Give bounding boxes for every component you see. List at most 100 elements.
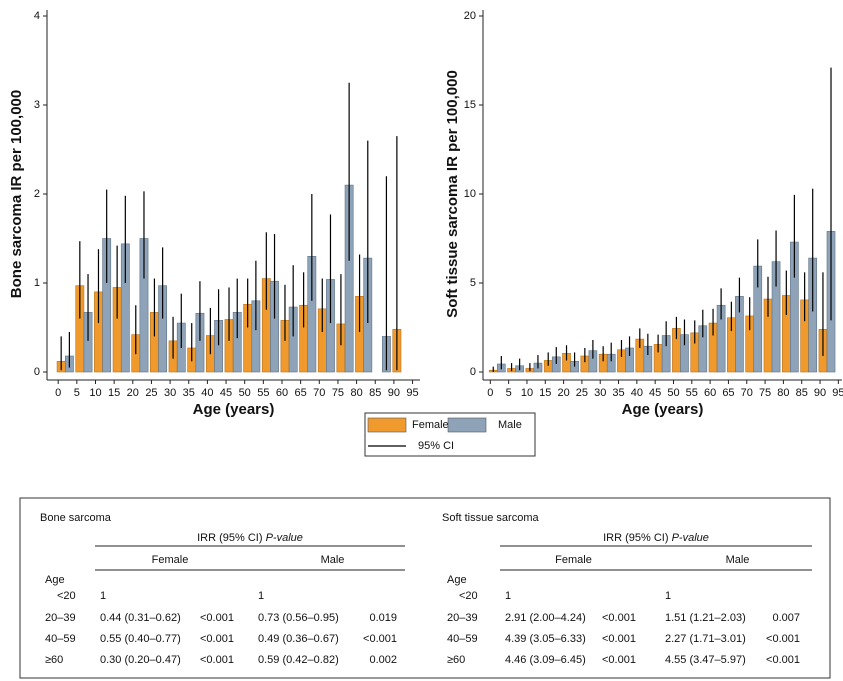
- x-tick-label: 45: [220, 387, 232, 399]
- y-axis-title: Soft tissue sarcoma IR per 100,000: [444, 70, 461, 318]
- table-cell: 2.91 (2.00–4.24): [505, 612, 586, 624]
- header-italic: P-value: [266, 532, 303, 544]
- y-tick-label: 3: [34, 99, 40, 111]
- x-tick-label: 55: [257, 387, 269, 399]
- x-tick-label: 85: [369, 387, 381, 399]
- table-cell: 1: [505, 590, 511, 602]
- x-tick-label: 30: [594, 387, 606, 399]
- x-tick-label: 0: [487, 387, 493, 399]
- x-tick-label: 35: [183, 387, 195, 399]
- table-cell: <0.001: [602, 612, 636, 624]
- table-cell: <20: [459, 590, 478, 602]
- x-tick-label: 50: [239, 387, 251, 399]
- header-italic: P-value: [672, 532, 709, 544]
- table-cell: <0.001: [602, 654, 636, 666]
- y-tick-label: 0: [470, 366, 476, 378]
- x-tick-label: 25: [576, 387, 588, 399]
- x-tick-label: 80: [350, 387, 362, 399]
- table-cell: ≥60: [447, 654, 465, 666]
- x-tick-label: 10: [89, 387, 101, 399]
- x-tick-label: 55: [686, 387, 698, 399]
- group-label: Female: [152, 554, 189, 566]
- table-cell: 1: [665, 590, 671, 602]
- table-cell: <0.001: [766, 633, 800, 645]
- x-tick-label: 90: [388, 387, 400, 399]
- y-tick-label: 10: [464, 188, 476, 200]
- table-cell: 0.007: [772, 612, 800, 624]
- table-title: Soft tissue sarcoma: [442, 512, 539, 524]
- table-cell: <0.001: [200, 633, 234, 645]
- group-label: Male: [726, 554, 750, 566]
- x-tick-label: 10: [521, 387, 533, 399]
- table-cell: 0.44 (0.31–0.62): [100, 612, 181, 624]
- table-header: IRR (95% CI) P-value: [603, 532, 709, 544]
- x-tick-label: 25: [145, 387, 157, 399]
- x-tick-label: 0: [55, 387, 61, 399]
- x-tick-label: 45: [649, 387, 661, 399]
- x-tick-label: 80: [777, 387, 789, 399]
- table-cell: 1: [258, 590, 264, 602]
- x-tick-label: 75: [759, 387, 771, 399]
- x-tick-label: 15: [108, 387, 120, 399]
- table-cell: 4.46 (3.09–6.45): [505, 654, 586, 666]
- table-cell: 20–39: [45, 612, 76, 624]
- table-header: IRR (95% CI) P-value: [197, 532, 303, 544]
- header-text: IRR (95% CI): [197, 532, 265, 544]
- row-header: Age: [45, 574, 65, 586]
- x-tick-label: 20: [557, 387, 569, 399]
- y-tick-label: 2: [34, 188, 40, 200]
- y-tick-label: 15: [464, 99, 476, 111]
- table-cell: 2.27 (1.71–3.01): [665, 633, 746, 645]
- row-header: Age: [447, 574, 467, 586]
- x-axis-title: Age (years): [193, 401, 275, 418]
- table-cell: 4.55 (3.47–5.97): [665, 654, 746, 666]
- x-tick-label: 5: [74, 387, 80, 399]
- table-title: Bone sarcoma: [40, 512, 112, 524]
- table-cell: <20: [57, 590, 76, 602]
- table-cell: 40–59: [45, 633, 76, 645]
- x-tick-label: 85: [796, 387, 808, 399]
- x-tick-label: 60: [704, 387, 716, 399]
- x-tick-label: 95: [406, 387, 418, 399]
- table-box: [19, 497, 831, 679]
- x-tick-label: 95: [832, 387, 843, 399]
- table-cell: 4.39 (3.05–6.33): [505, 633, 586, 645]
- x-tick-label: 40: [631, 387, 643, 399]
- y-axis-title: Bone sarcoma IR per 100,000: [8, 90, 25, 298]
- x-tick-label: 70: [741, 387, 753, 399]
- table-cell: <0.001: [200, 612, 234, 624]
- y-tick-label: 20: [464, 10, 476, 22]
- y-tick-label: 0: [34, 366, 40, 378]
- y-tick-label: 1: [34, 277, 40, 289]
- y-tick-label: 5: [470, 277, 476, 289]
- group-label: Female: [555, 554, 592, 566]
- x-tick-label: 65: [722, 387, 734, 399]
- x-tick-label: 70: [313, 387, 325, 399]
- x-tick-label: 50: [667, 387, 679, 399]
- x-tick-label: 5: [506, 387, 512, 399]
- x-tick-label: 60: [276, 387, 288, 399]
- table-cell: <0.001: [602, 633, 636, 645]
- table-cell: 1: [100, 590, 106, 602]
- table-cell: ≥60: [45, 654, 63, 666]
- legend-swatch: [367, 417, 407, 433]
- table-cell: 40–59: [447, 633, 478, 645]
- x-tick-label: 75: [332, 387, 344, 399]
- x-tick-label: 30: [164, 387, 176, 399]
- table-cell: 0.59 (0.42–0.82): [258, 654, 339, 666]
- table-cell: 0.30 (0.20–0.47): [100, 654, 181, 666]
- table-cell: 1.51 (1.21–2.03): [665, 612, 746, 624]
- x-tick-label: 65: [295, 387, 307, 399]
- table-cell: 0.019: [369, 612, 397, 624]
- table-cell: <0.001: [766, 654, 800, 666]
- x-tick-label: 20: [127, 387, 139, 399]
- x-tick-label: 35: [612, 387, 624, 399]
- table-cell: 0.55 (0.40–0.77): [100, 633, 181, 645]
- legend-label: Female: [412, 419, 449, 431]
- table-cell: 0.49 (0.36–0.67): [258, 633, 339, 645]
- table-cell: <0.001: [363, 633, 397, 645]
- legend-label: Male: [498, 419, 522, 431]
- table-cell: 20–39: [447, 612, 478, 624]
- x-tick-label: 40: [201, 387, 213, 399]
